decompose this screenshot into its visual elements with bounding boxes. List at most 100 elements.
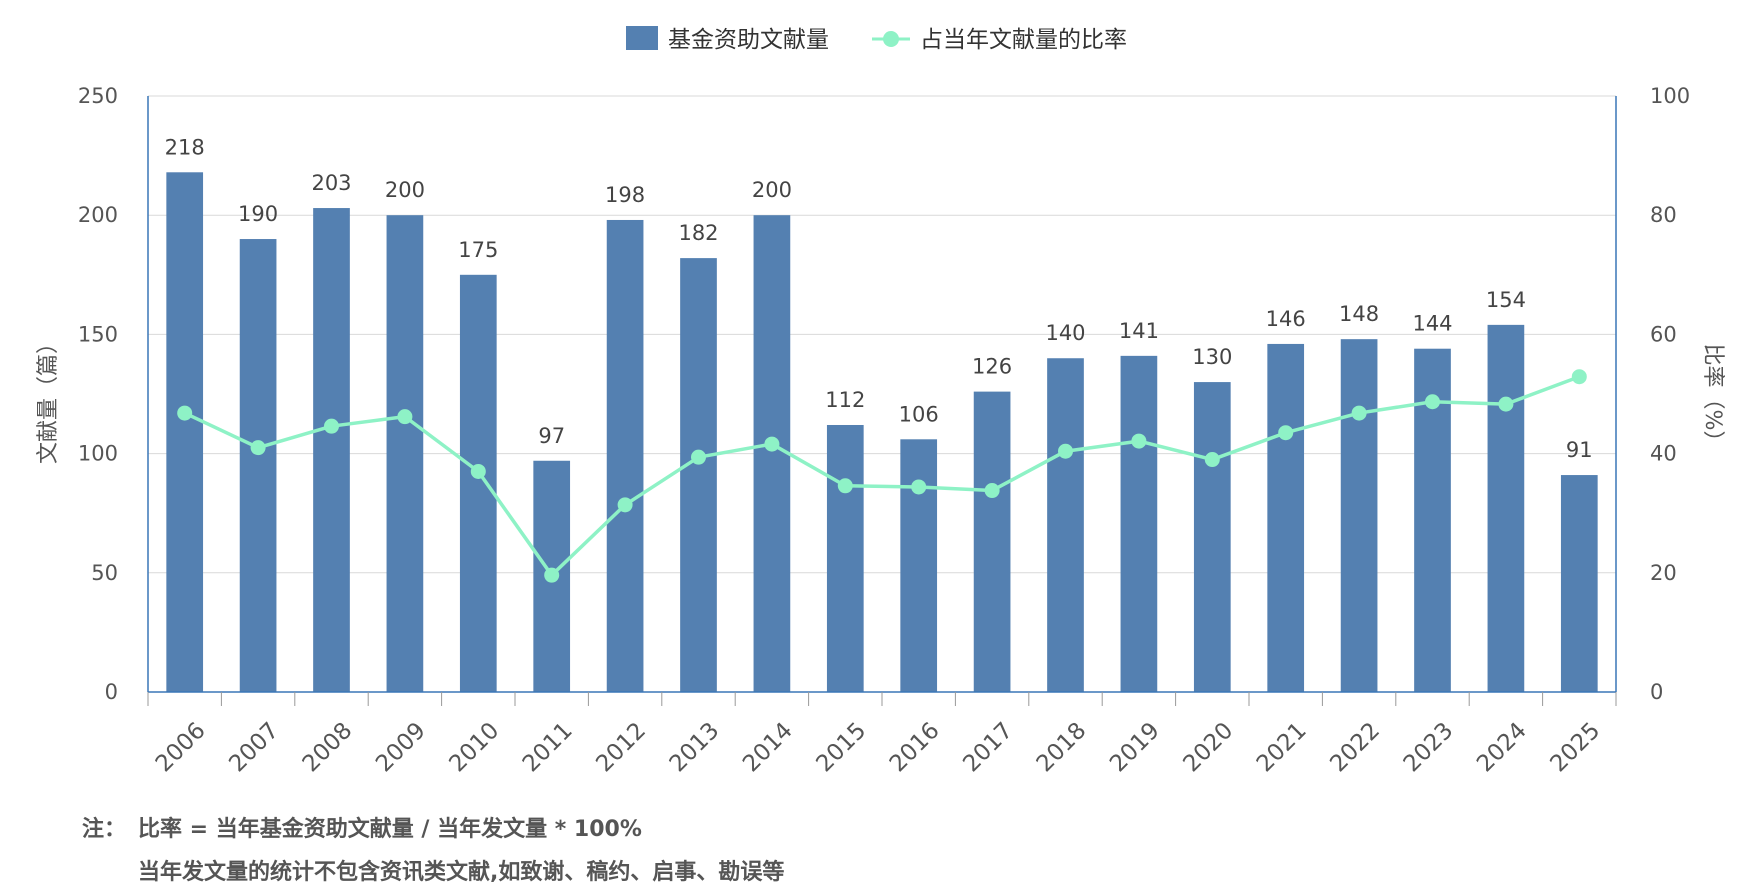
bar	[900, 439, 938, 692]
y-tick-label: 50	[91, 561, 118, 585]
bar-value-label: 175	[458, 238, 498, 262]
x-tick-label: 2010	[445, 718, 505, 778]
y-tick-label: 250	[78, 84, 118, 108]
footnote-text-1: 比率 = 当年基金资助文献量 / 当年发文量 * 100%	[138, 817, 642, 842]
bar-value-label: 141	[1119, 319, 1159, 343]
bar-value-label: 203	[311, 171, 351, 195]
y-axis-title: 文献量（篇）	[36, 332, 61, 464]
ratio-point	[1131, 433, 1147, 449]
legend-line-label[interactable]: 占当年文献量的比率	[920, 27, 1127, 53]
bar	[753, 215, 791, 692]
ratio-point	[177, 405, 193, 421]
footnote-prefix: 注：	[82, 817, 127, 842]
bar-value-label: 106	[899, 402, 939, 426]
bar-value-label: 112	[825, 388, 865, 412]
y2-tick-label: 60	[1650, 322, 1677, 346]
y-tick-label: 200	[78, 203, 118, 227]
ratio-point	[1425, 394, 1440, 410]
ratio-point	[837, 478, 853, 494]
x-tick-label: 2024	[1472, 718, 1532, 778]
bar-value-label: 200	[752, 178, 792, 202]
ratio-point	[544, 567, 560, 583]
ratio-point	[397, 409, 413, 425]
x-tick-label: 2017	[958, 718, 1018, 778]
bar-value-label: 130	[1192, 345, 1232, 369]
bar	[1560, 475, 1598, 692]
bar	[459, 274, 497, 692]
y-tick-label: 0	[105, 680, 118, 704]
bar	[1267, 343, 1305, 692]
ratio-point	[324, 418, 339, 434]
bar-value-label: 140	[1045, 321, 1085, 345]
bar	[1047, 358, 1084, 692]
bar	[386, 215, 424, 692]
ratio-point	[764, 436, 780, 452]
x-tick-label: 2013	[665, 718, 725, 778]
ratio-point	[691, 449, 706, 465]
ratio-line	[183, 375, 1580, 577]
ratio-point	[470, 463, 486, 479]
x-tick-label: 2023	[1399, 718, 1459, 778]
bar	[1340, 339, 1378, 692]
data-labels: 218 190 203 200 175 97 198 182 200 112 106 126 140 14…	[165, 135, 1593, 462]
bar-value-label: 190	[238, 202, 278, 226]
ratio-point	[911, 479, 927, 495]
bar	[826, 424, 864, 692]
y2-tick-label: 80	[1650, 203, 1677, 227]
x-tick-label: 2014	[738, 718, 798, 778]
bar	[973, 391, 1011, 692]
gridlines	[148, 95, 1616, 574]
bar	[1120, 355, 1158, 692]
bar-value-label: 198	[605, 183, 645, 207]
y2-tick-label: 40	[1650, 442, 1677, 466]
ratio-point	[617, 497, 633, 513]
x-tick-label: 2012	[591, 718, 651, 778]
bar	[313, 208, 350, 692]
y2-axis-title: 比率（%）	[1700, 344, 1725, 453]
x-tick-label: 2006	[151, 718, 211, 778]
bar-value-label: 126	[972, 355, 1012, 379]
x-tick-label: 2018	[1032, 718, 1092, 778]
legend-bar-swatch[interactable]	[626, 26, 658, 50]
bar-value-label: 97	[538, 424, 565, 448]
legend: 基金资助文献量 占当年文献量的比率	[626, 26, 1127, 53]
x-tick-label: 2015	[812, 718, 872, 778]
x-tick-label: 2016	[885, 718, 945, 778]
ratio-point	[1498, 396, 1514, 412]
footnote-line-1: 注： 比率 = 当年基金资助文献量 / 当年发文量 * 100%	[82, 808, 784, 851]
bar-value-label: 144	[1412, 312, 1452, 336]
bar-value-label: 146	[1266, 307, 1306, 331]
ratio-point	[1571, 369, 1587, 385]
y-tick-label: 100	[78, 442, 118, 466]
legend-line-marker[interactable]	[883, 31, 899, 47]
bar-value-label: 200	[385, 178, 425, 202]
bar	[680, 258, 717, 692]
y2-tick-label: 20	[1650, 561, 1677, 585]
y2-tick-label: 100	[1650, 84, 1690, 108]
legend-bar-label[interactable]: 基金资助文献量	[668, 27, 829, 53]
bar-series	[166, 172, 1598, 693]
combo-chart: 基金资助文献量 占当年文献量的比率 0 50 100 150 200 250 0 20 40 60…	[36, 26, 1725, 778]
line-series	[177, 369, 1587, 583]
footnote-line-2: 当年发文量的统计不包含资讯类文献,如致谢、稿约、启事、勘误等	[138, 860, 785, 885]
y-tick-label: 150	[78, 322, 118, 346]
ratio-point	[1058, 443, 1073, 459]
x-tick-label: 2011	[518, 718, 578, 778]
y2-tick-label: 0	[1650, 680, 1663, 704]
x-tick-label: 2009	[371, 718, 431, 778]
x-tick-label: 2022	[1325, 718, 1385, 778]
bar-value-label: 148	[1339, 302, 1379, 326]
ratio-point	[984, 483, 1000, 499]
bar	[1193, 382, 1231, 692]
x-tick-label: 2020	[1179, 718, 1239, 778]
ratio-point	[250, 440, 266, 456]
bar-value-label: 91	[1566, 438, 1593, 462]
bar	[239, 239, 277, 693]
x-tick-label: 2025	[1546, 718, 1606, 778]
footnotes: 注： 比率 = 当年基金资助文献量 / 当年发文量 * 100% 当年发文量的统计…	[82, 808, 784, 894]
bar-value-label: 182	[678, 221, 718, 245]
x-tick-label: 2021	[1252, 718, 1312, 778]
bar	[166, 172, 204, 693]
ratio-point	[1278, 425, 1294, 441]
ratio-point	[1351, 405, 1367, 421]
